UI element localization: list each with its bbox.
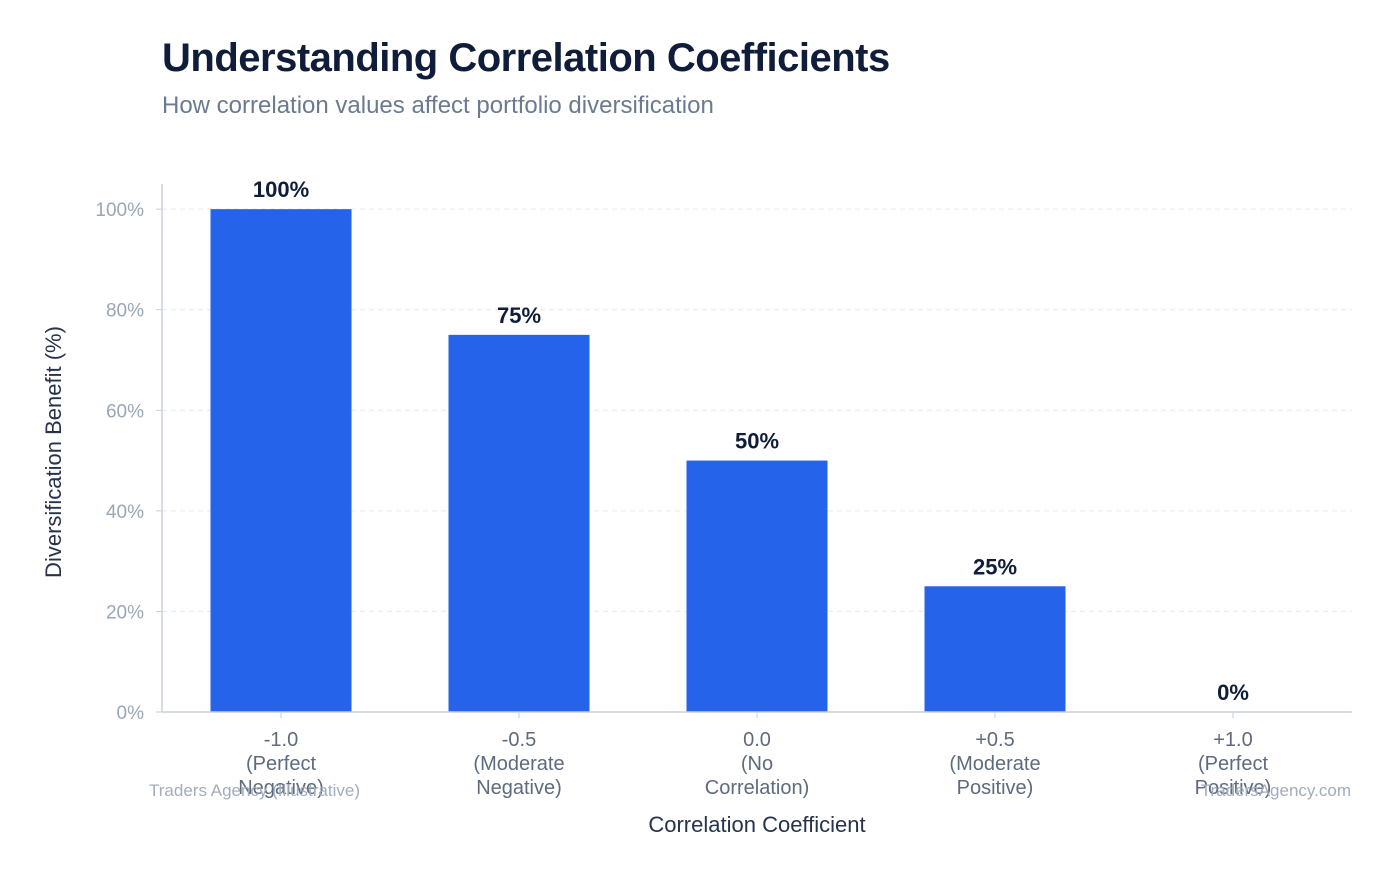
chart-subtitle: How correlation values affect portfolio … bbox=[162, 92, 714, 119]
bar-value-label: 50% bbox=[735, 429, 779, 454]
y-axis-ticks: 0% 20% 40% 60% 80% 100% bbox=[95, 200, 162, 724]
x-axis-title: Correlation Coefficient bbox=[648, 812, 865, 837]
bar bbox=[924, 586, 1066, 712]
x-tick-label: -0.5 bbox=[502, 729, 536, 751]
y-tick-label: 100% bbox=[95, 200, 144, 221]
credit-right: TradersAgency.com bbox=[1201, 781, 1351, 800]
x-tick-label: (Perfect bbox=[1198, 753, 1268, 775]
x-tick-label: (Moderate bbox=[473, 753, 564, 775]
bar-value-label: 100% bbox=[253, 177, 309, 202]
y-axis-title: Diversification Benefit (%) bbox=[41, 326, 66, 578]
y-tick-label: 20% bbox=[106, 602, 144, 623]
bar-value-label: 75% bbox=[497, 303, 541, 328]
credit-left: Traders Agency (Illustrative) bbox=[149, 781, 360, 800]
x-tick-label: +0.5 bbox=[975, 729, 1014, 751]
y-tick-label: 80% bbox=[106, 301, 144, 322]
x-tick-label: Negative) bbox=[238, 777, 324, 799]
bar-value-label: 0% bbox=[1217, 680, 1249, 705]
x-tick-label: (Perfect bbox=[246, 753, 316, 775]
x-tick-label: (No bbox=[741, 753, 773, 775]
bar bbox=[686, 460, 828, 712]
bars bbox=[210, 209, 1066, 712]
bar bbox=[448, 334, 590, 712]
x-axis-ticks: -1.0(PerfectNegative)-0.5(ModerateNegati… bbox=[238, 712, 1271, 799]
bar-value-label: 25% bbox=[973, 554, 1017, 579]
bar bbox=[210, 209, 352, 712]
x-tick-label: Negative) bbox=[476, 777, 562, 799]
x-tick-label: Positive) bbox=[957, 777, 1034, 799]
x-tick-label: +1.0 bbox=[1213, 729, 1252, 751]
x-tick-label: 0.0 bbox=[743, 729, 771, 751]
y-tick-label: 40% bbox=[106, 502, 144, 523]
y-tick-label: 60% bbox=[106, 401, 144, 422]
x-tick-label: Positive) bbox=[1195, 777, 1272, 799]
x-tick-label: (Moderate bbox=[949, 753, 1040, 775]
x-tick-label: Correlation) bbox=[705, 777, 809, 799]
x-tick-label: -1.0 bbox=[264, 729, 298, 751]
y-tick-label: 0% bbox=[117, 703, 145, 724]
value-labels: 100% 75% 50% 25% 0% bbox=[253, 177, 1249, 705]
chart-title: Understanding Correlation Coefficients bbox=[162, 36, 890, 80]
